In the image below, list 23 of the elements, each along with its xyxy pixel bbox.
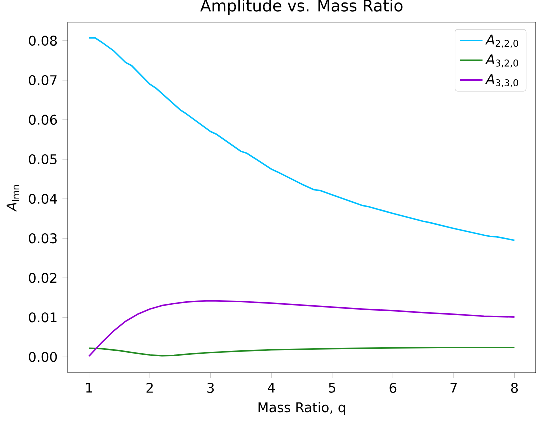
legend-label: A$_{3,2,0}$ <box>485 54 518 68</box>
y-tick-label: 0.05 <box>29 154 57 165</box>
legend-label: A$_{3,3,0}$ <box>485 74 518 88</box>
x-tick-label: 6 <box>390 383 397 394</box>
x-tick-label: 1 <box>86 383 92 393</box>
line-series <box>88 346 516 357</box>
legend-label: A$_{2,2,0}$ <box>485 34 518 48</box>
x-tick-label: 3 <box>208 383 214 394</box>
y-tick-label: 0.06 <box>29 114 58 126</box>
x-tick-label: 8 <box>511 383 518 394</box>
x-tick-label: 7 <box>450 383 458 393</box>
y-tick-label: 0.02 <box>29 273 57 284</box>
y-tick-label: 0.03 <box>29 234 57 244</box>
y-tick-label: 0.00 <box>29 352 58 362</box>
y-tick-label: 0.07 <box>29 75 57 86</box>
y-tick-label: 0.01 <box>29 312 57 323</box>
y-tick-label: 0.08 <box>29 36 58 46</box>
y-axis-title: A$_{lmn}$ <box>6 185 20 212</box>
x-tick-label: 4 <box>268 383 276 393</box>
x-axis-title: Mass Ratio, q <box>258 402 346 416</box>
x-tick-label: 5 <box>329 383 336 393</box>
x-tick-label: 2 <box>146 383 153 393</box>
y-tick-label: 0.04 <box>29 194 58 204</box>
